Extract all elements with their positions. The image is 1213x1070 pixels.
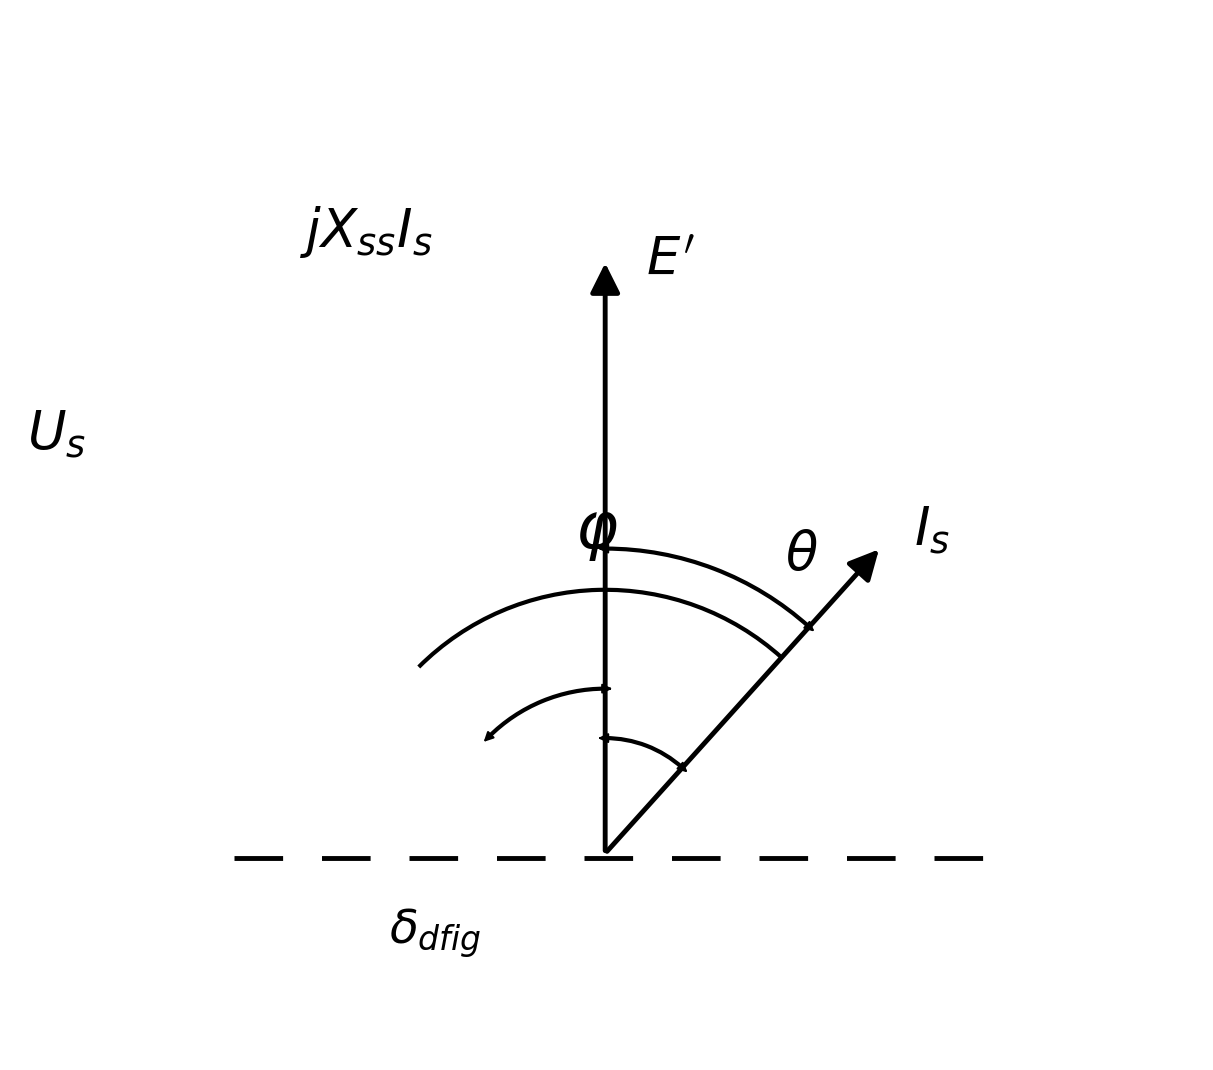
- Text: $\varphi$: $\varphi$: [575, 502, 619, 563]
- Text: $I_s$: $I_s$: [913, 505, 950, 556]
- Text: $\theta$: $\theta$: [785, 530, 819, 581]
- Text: $E'$: $E'$: [647, 234, 695, 286]
- Text: $\delta_{dfig}$: $\delta_{dfig}$: [389, 907, 482, 961]
- Text: $U_s$: $U_s$: [27, 409, 86, 460]
- Text: $jX_{ss}I_s$: $jX_{ss}I_s$: [300, 204, 433, 260]
